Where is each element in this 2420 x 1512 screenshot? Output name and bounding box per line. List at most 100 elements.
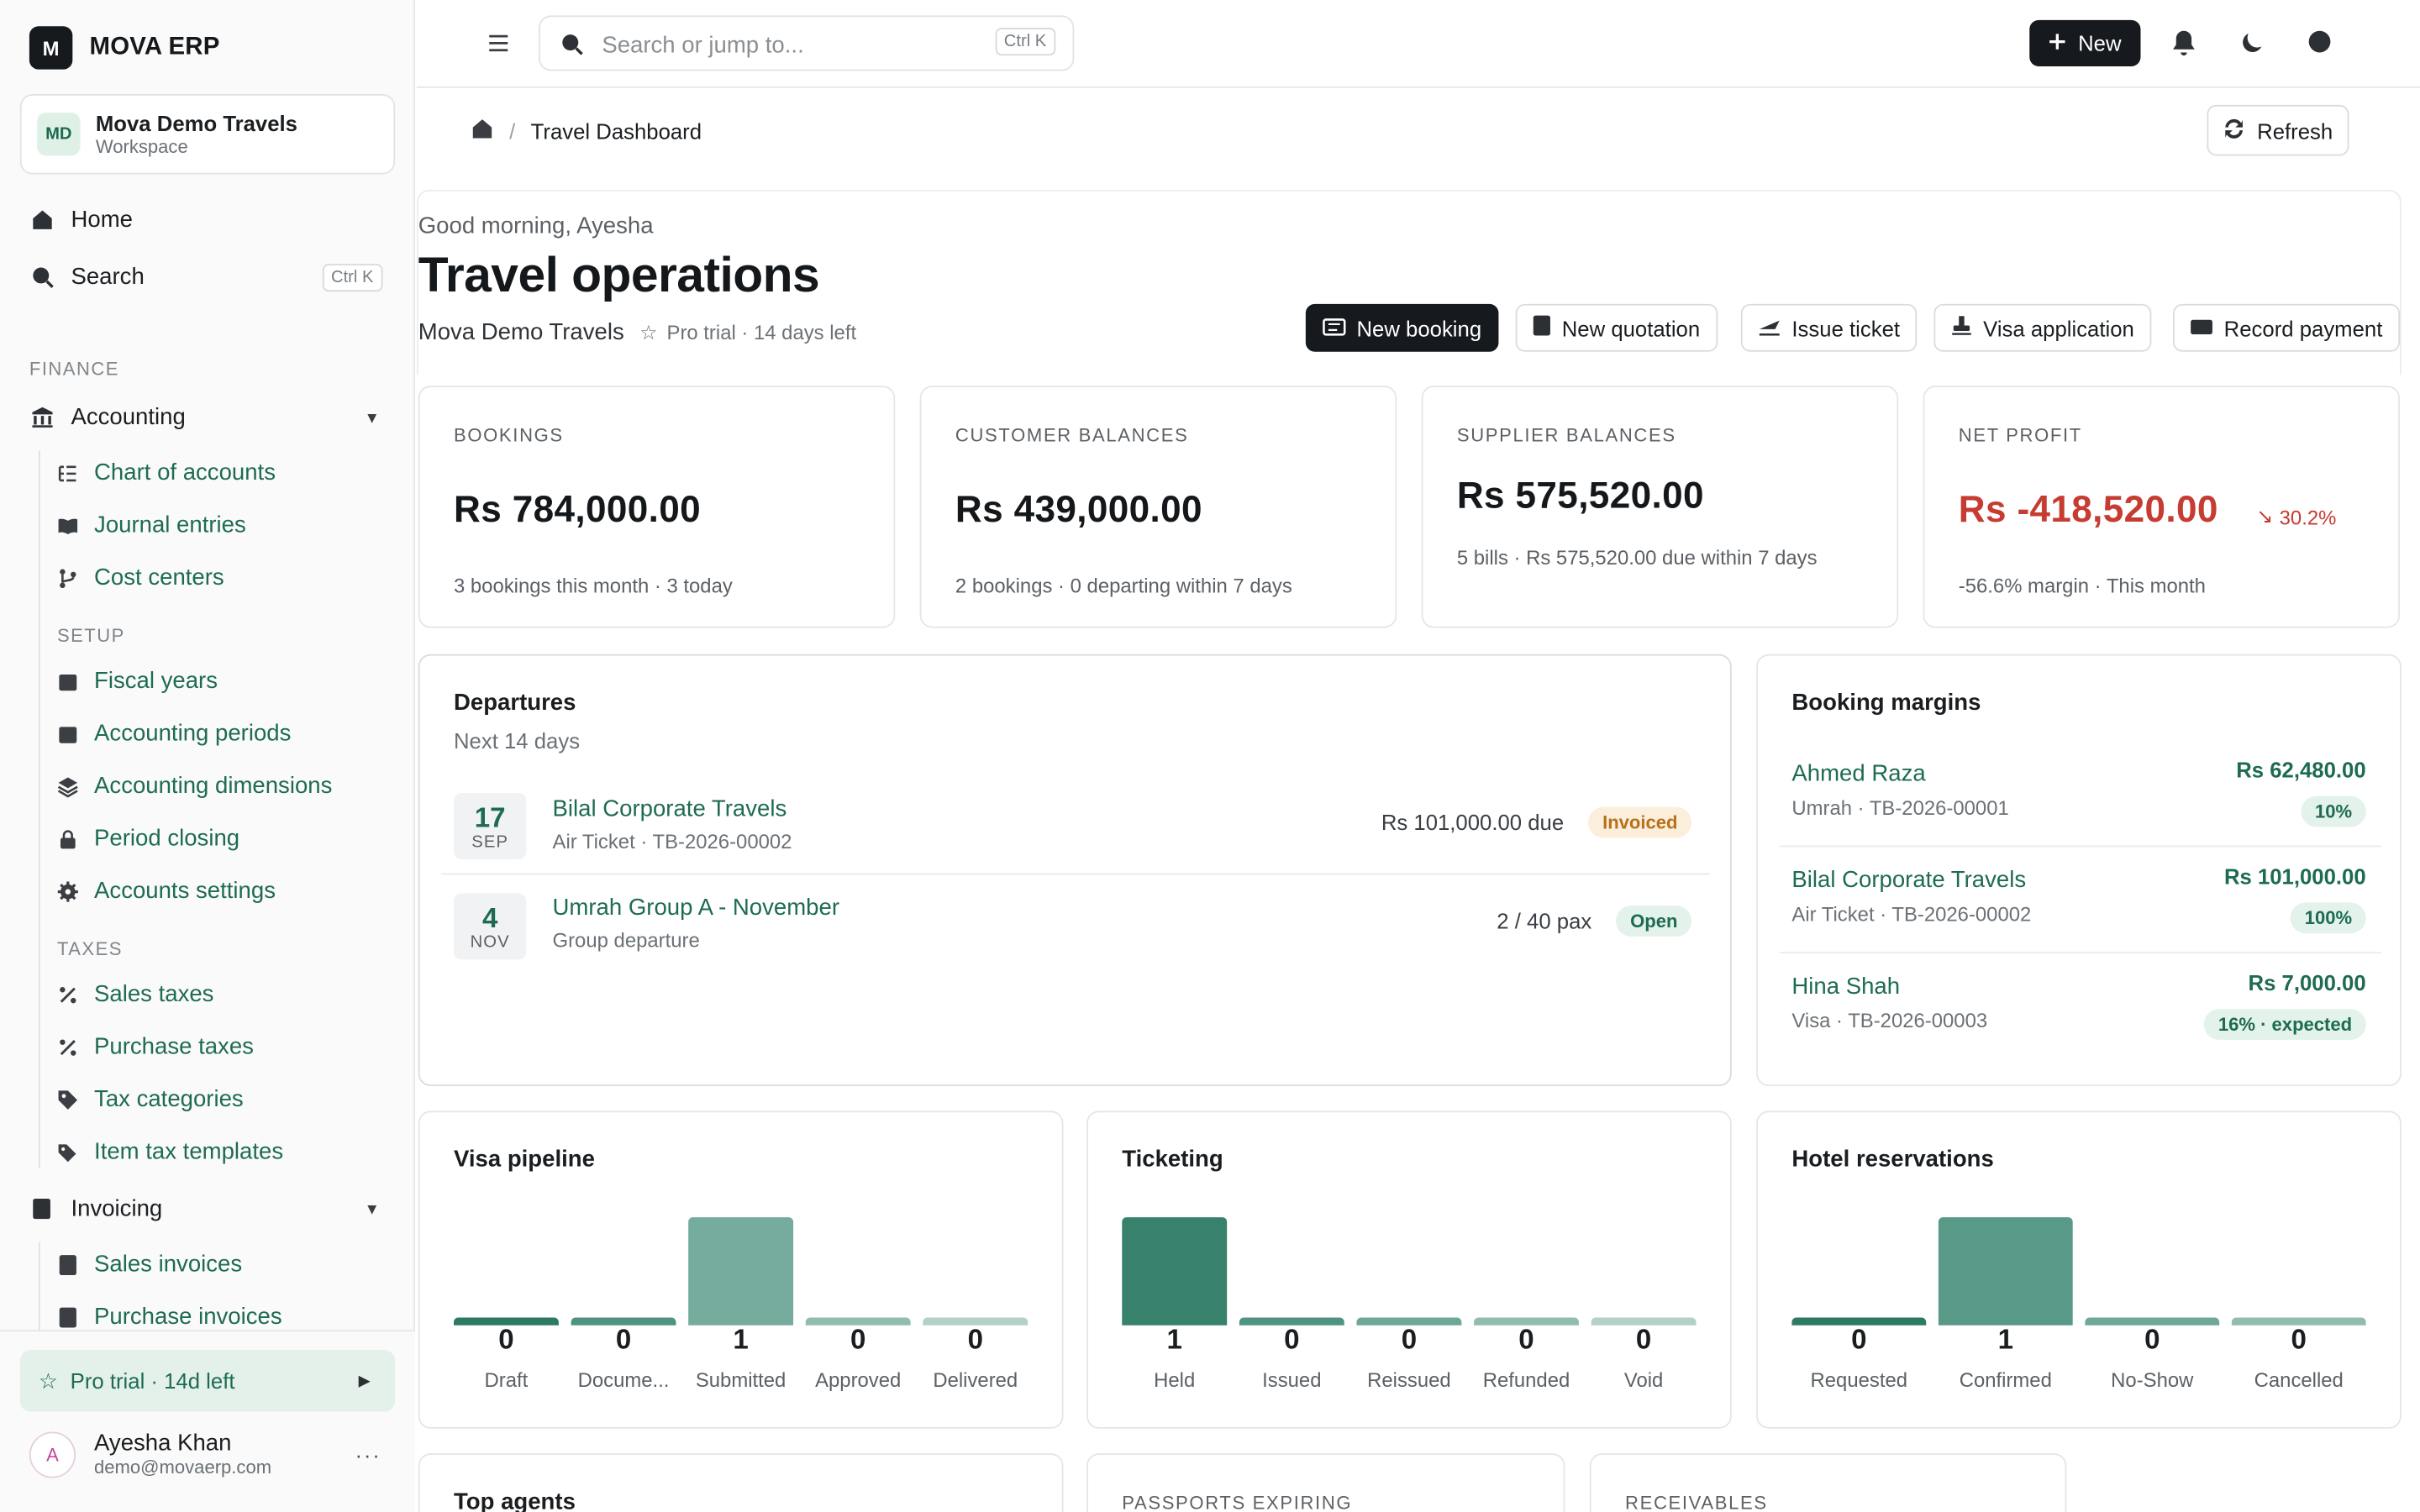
sidebar-item-label: Accounts settings xyxy=(94,878,276,905)
customer-name[interactable]: Ahmed Raza xyxy=(1791,760,1926,787)
ticketing-card: Ticketing 1 Held 0 Issued 0 Reissued 0 Refunded… xyxy=(1086,1110,1732,1429)
hotel-reservations-card: Hotel reservations 0 Requested 1 Confirmed 0… xyxy=(1756,1110,2402,1429)
kpi-supplier-balances[interactable]: SUPPLIER BALANCES Rs 575,520.00 5 bills … xyxy=(1421,386,1899,628)
kpi-bookings[interactable]: BOOKINGS Rs 784,000.00 3 bookings this m… xyxy=(418,386,896,628)
status-count: 0 xyxy=(2291,1323,2307,1355)
status-bar-issued[interactable] xyxy=(1239,1317,1344,1326)
status-bar-draft[interactable] xyxy=(453,1317,559,1326)
sidebar-item-journal-entries[interactable]: Journal entries xyxy=(57,512,246,538)
record-payment-button[interactable]: Record payment xyxy=(2173,303,2400,352)
sidebar-item-home[interactable]: Home xyxy=(29,207,133,233)
sidebar-group-invoicing[interactable]: Invoicing xyxy=(29,1195,162,1222)
status-label: Confirmed xyxy=(1959,1368,2052,1392)
status-bar-requested[interactable] xyxy=(1791,1317,1927,1326)
sidebar-item-accounts-settings[interactable]: Accounts settings xyxy=(57,878,276,904)
global-search[interactable]: Ctrl K xyxy=(539,15,1075,71)
status-bar-approved[interactable] xyxy=(805,1317,911,1326)
refresh-icon xyxy=(2223,117,2247,144)
trial-banner[interactable]: ☆ Pro trial · 14d left ▶ xyxy=(19,1350,396,1412)
search-input[interactable] xyxy=(602,29,973,60)
status-count: 0 xyxy=(498,1323,514,1355)
quick-action-label: New quotation xyxy=(1561,315,1701,340)
home-icon[interactable] xyxy=(471,118,494,145)
sidebar-item-item-tax-templates[interactable]: Item tax templates xyxy=(57,1138,283,1165)
card-title: Departures xyxy=(453,690,576,717)
sidebar-item-sales-taxes[interactable]: Sales taxes xyxy=(57,981,213,1007)
sidebar-item-accounting-dimensions[interactable]: Accounting dimensions xyxy=(57,773,332,799)
margin-row[interactable]: Hina Shah Visa · TB-2026-00003 Rs 7,000.… xyxy=(1780,953,2381,1060)
amount-due: Rs 101,000.00 due xyxy=(1381,810,1565,835)
status-bar-docume-[interactable] xyxy=(571,1317,676,1326)
layers-icon xyxy=(57,775,79,797)
brand[interactable]: M MOVA ERP xyxy=(29,26,220,70)
status-count: 0 xyxy=(1851,1323,1867,1355)
new-quotation-button[interactable]: New quotation xyxy=(1515,303,1718,352)
margin-row[interactable]: Bilal Corporate Travels Air Ticket · TB-… xyxy=(1779,847,2382,954)
issue-ticket-button[interactable]: Issue ticket xyxy=(1740,303,1918,352)
chevron-down-icon[interactable]: ▼ xyxy=(364,410,380,428)
customer-name[interactable]: Hina Shah xyxy=(1791,973,1901,1000)
status-dot-icon[interactable] xyxy=(2307,29,2335,57)
status-label: Cancelled xyxy=(2254,1368,2344,1392)
ticketing-bars xyxy=(1122,1199,1697,1326)
sidebar-group-accounting[interactable]: Accounting xyxy=(29,404,186,430)
status-label: No-Show xyxy=(2111,1368,2194,1392)
departure-name[interactable]: Umrah Group A - November xyxy=(552,895,839,921)
visa-application-button[interactable]: Visa application xyxy=(1933,303,2152,352)
status-bar-void[interactable] xyxy=(1591,1317,1697,1326)
top-agents-card: Top agents xyxy=(418,1453,1064,1512)
menu-icon[interactable] xyxy=(485,29,513,57)
kpi-net-profit[interactable]: NET PROFIT Rs -418,520.00 ↘ 30.2% -56.6%… xyxy=(1923,386,2401,628)
margin-row[interactable]: Ahmed Raza Umrah · TB-2026-00001 Rs 62,4… xyxy=(1779,741,2382,848)
receivables-card: RECEIVABLES xyxy=(1589,1453,2067,1512)
status-bar-cancelled[interactable] xyxy=(2231,1317,2366,1326)
status-bar-held[interactable] xyxy=(1122,1217,1228,1326)
moon-icon[interactable] xyxy=(2239,29,2267,57)
sidebar-item-sales-invoices[interactable]: Sales invoices xyxy=(57,1252,242,1278)
workspace-switcher[interactable]: MD Mova Demo Travels Workspace xyxy=(19,94,396,175)
bell-icon[interactable] xyxy=(2171,29,2199,57)
departure-row[interactable]: 17 SEP Bilal Corporate Travels Air Ticke… xyxy=(441,776,1711,875)
kpi-customer-balances[interactable]: CUSTOMER BALANCES Rs 439,000.00 2 bookin… xyxy=(919,386,1397,628)
sidebar-item-accounting-periods[interactable]: Accounting periods xyxy=(57,721,291,747)
status-bar-confirmed[interactable] xyxy=(1938,1217,2073,1326)
search-icon xyxy=(29,265,54,289)
status-bar-refunded[interactable] xyxy=(1474,1317,1579,1326)
status-bar-reissued[interactable] xyxy=(1356,1317,1462,1326)
sidebar-item-purchase-taxes[interactable]: Purchase taxes xyxy=(57,1034,254,1060)
user-menu[interactable]: A Ayesha Khan demo@movaerp.com xyxy=(29,1431,271,1478)
sidebar-item-cost-centers[interactable]: Cost centers xyxy=(57,564,224,591)
file-icon xyxy=(1533,315,1551,341)
status-bar-submitted[interactable] xyxy=(688,1217,794,1326)
new-button[interactable]: New xyxy=(2029,19,2141,66)
departure-row[interactable]: 4 NOV Umrah Group A - November Group dep… xyxy=(441,874,1710,974)
org-name: Mova Demo Travels xyxy=(418,319,624,346)
chevron-down-icon[interactable]: ▼ xyxy=(364,1201,380,1219)
sidebar-item-fiscal-years[interactable]: Fiscal years xyxy=(57,668,218,695)
sidebar-item-purchase-invoices[interactable]: Purchase invoices xyxy=(57,1304,282,1330)
sidebar-item-label: Journal entries xyxy=(94,512,246,539)
page-title: Travel operations xyxy=(418,246,820,302)
margin-percent-badge: 16% · expected xyxy=(2204,1009,2366,1040)
departure-meta: Air Ticket · TB-2026-00002 xyxy=(552,830,792,853)
status-count: 0 xyxy=(850,1323,866,1355)
status-bar-delivered[interactable] xyxy=(923,1317,1028,1326)
departure-name[interactable]: Bilal Corporate Travels xyxy=(552,795,787,822)
sidebar-item-search[interactable]: Search xyxy=(29,264,384,290)
margin-percent-badge: 10% xyxy=(2301,795,2366,827)
status-bar-no-show[interactable] xyxy=(2085,1317,2220,1326)
customer-name[interactable]: Bilal Corporate Travels xyxy=(1791,867,2027,894)
plan-info: ☆ Pro trial · 14 days left xyxy=(639,320,856,344)
sidebar-item-chart-of-accounts[interactable]: Chart of accounts xyxy=(57,459,276,486)
sidebar-item-tax-categories[interactable]: Tax categories xyxy=(57,1086,244,1112)
status-count: 0 xyxy=(2144,1323,2160,1355)
more-icon[interactable]: ··· xyxy=(355,1442,381,1467)
visa-pipeline-card: Visa pipeline 0 Draft 0 Docume... 1 Submitted… xyxy=(418,1110,1064,1429)
status-label: Requested xyxy=(1810,1368,1908,1392)
quick-action-label: Visa application xyxy=(1983,315,2134,340)
new-booking-button[interactable]: New booking xyxy=(1305,303,1499,352)
refresh-button[interactable]: Refresh xyxy=(2207,104,2349,156)
sidebar-item-period-closing[interactable]: Period closing xyxy=(57,826,239,852)
date-day: 4 xyxy=(481,901,498,933)
departure-right: Rs 101,000.00 due Invoiced xyxy=(1381,806,1692,838)
